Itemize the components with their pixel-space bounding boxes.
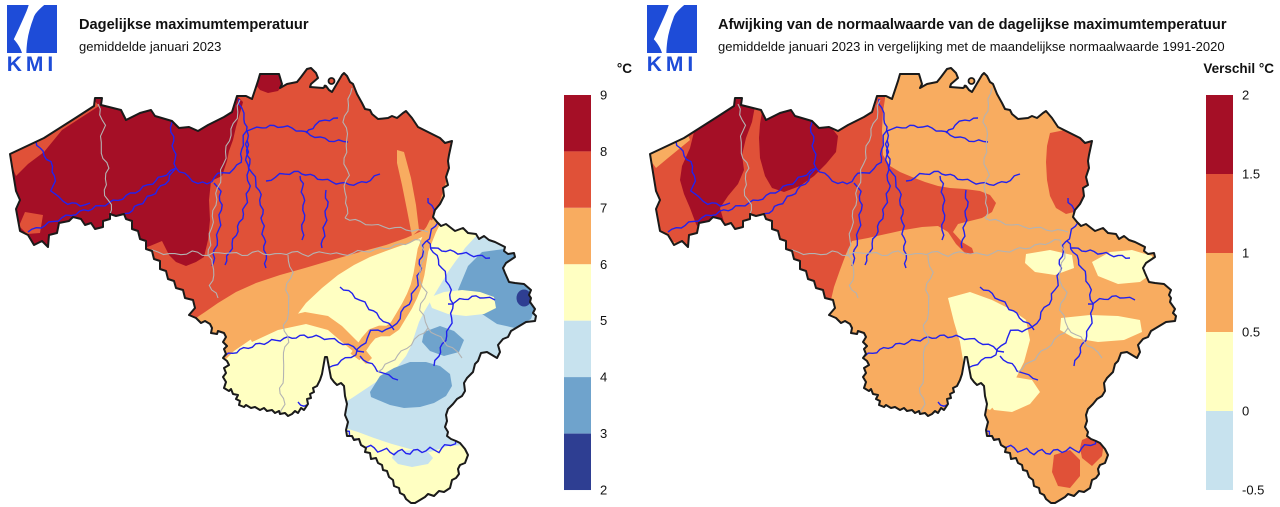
svg-text:2: 2	[600, 483, 607, 498]
svg-text:-0.5: -0.5	[1242, 483, 1264, 498]
svg-text:7: 7	[600, 200, 607, 215]
svg-text:6: 6	[600, 257, 607, 272]
svg-text:5: 5	[600, 313, 607, 328]
svg-text:0.5: 0.5	[1242, 325, 1260, 340]
svg-text:1.5: 1.5	[1242, 167, 1260, 182]
svg-text:°C: °C	[617, 61, 632, 76]
svg-text:2: 2	[1242, 88, 1249, 103]
svg-text:Verschil °C: Verschil °C	[1203, 61, 1274, 76]
svg-text:0: 0	[1242, 404, 1249, 419]
svg-text:4: 4	[600, 370, 607, 385]
svg-text:KMI: KMI	[647, 53, 698, 76]
svg-text:9: 9	[600, 88, 607, 103]
svg-text:KMI: KMI	[7, 53, 58, 76]
svg-text:1: 1	[1242, 246, 1249, 261]
svg-text:3: 3	[600, 426, 607, 441]
svg-text:8: 8	[600, 144, 607, 159]
